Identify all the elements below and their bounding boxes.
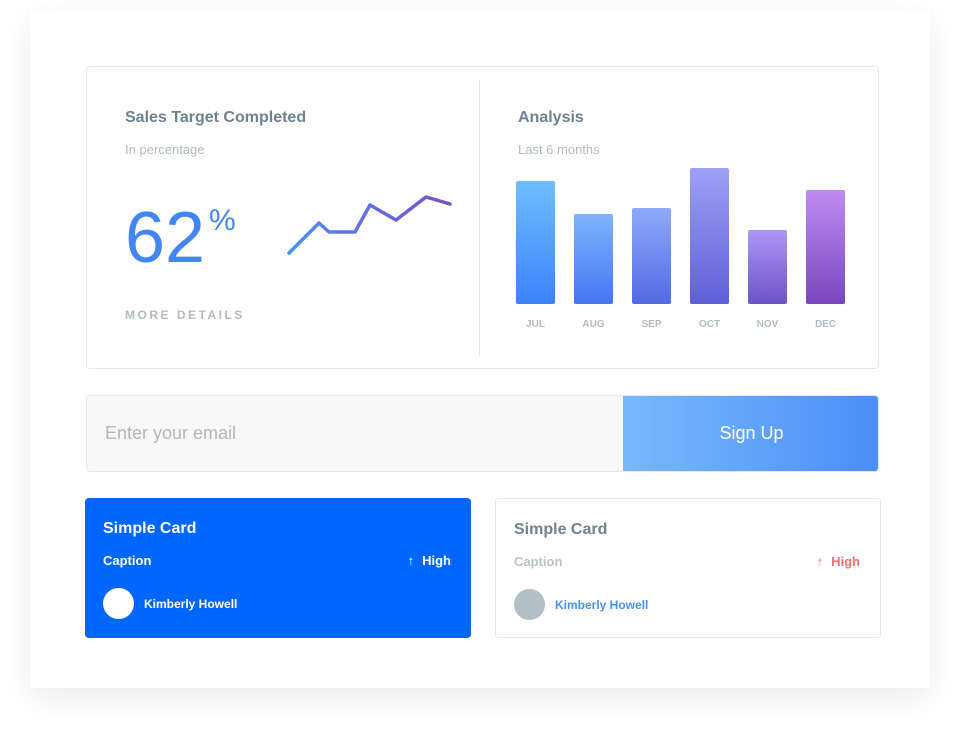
trend: ↑ High — [817, 554, 860, 569]
x-tick-label: DEC — [815, 319, 836, 330]
bar-chart: JUL AUG SEP OCT NOV DEC — [516, 168, 845, 330]
user-name[interactable]: Kimberly Howell — [555, 598, 649, 612]
arrow-up-icon: ↑ — [816, 554, 824, 569]
x-tick-label: OCT — [699, 319, 720, 330]
trend-label: High — [422, 553, 451, 568]
trend-label: High — [831, 554, 860, 569]
sparkline-series — [287, 195, 452, 255]
x-tick-label: NOV — [757, 319, 779, 330]
divider — [479, 80, 480, 356]
x-tick-label: JUL — [526, 319, 545, 330]
sparkline-chart — [287, 195, 452, 255]
stats-card: Sales Target Completed In percentage 62 … — [86, 66, 879, 369]
more-details-link[interactable]: MORE DETAILS — [125, 308, 245, 322]
arrow-up-icon: ↑ — [407, 553, 415, 568]
card-caption: Caption — [514, 554, 563, 569]
sales-title: Sales Target Completed — [125, 109, 307, 126]
bar-jul[interactable] — [516, 181, 555, 304]
bar-sep[interactable] — [632, 208, 671, 304]
avatar — [514, 589, 545, 620]
analysis-subtitle: Last 6 months — [518, 142, 600, 157]
bar-nov[interactable] — [748, 230, 787, 304]
simple-card-primary[interactable]: Simple Card Caption ↑ High Kimberly Howel… — [85, 498, 471, 638]
user-name[interactable]: Kimberly Howell — [144, 597, 238, 611]
card-title: Simple Card — [103, 520, 197, 537]
card-title: Simple Card — [514, 521, 608, 538]
x-tick-label: SEP — [641, 319, 661, 330]
simple-card-secondary[interactable]: Simple Card Caption ↑ High Kimberly Howel… — [495, 498, 881, 638]
sales-subtitle: In percentage — [125, 142, 205, 157]
bar-oct[interactable] — [690, 168, 729, 304]
bar-dec[interactable] — [806, 190, 845, 304]
x-tick-label: AUG — [582, 319, 604, 330]
avatar — [103, 588, 134, 619]
sales-value: 62 — [125, 198, 206, 278]
bar-aug[interactable] — [574, 214, 613, 304]
analysis-title: Analysis — [518, 109, 584, 126]
trend: ↑ High — [408, 553, 451, 568]
sign-up-button[interactable]: Sign Up — [623, 396, 878, 471]
email-input[interactable] — [87, 396, 623, 471]
sales-unit: % — [209, 204, 236, 237]
card-caption: Caption — [103, 553, 152, 568]
signup-form: Sign Up — [86, 395, 879, 472]
